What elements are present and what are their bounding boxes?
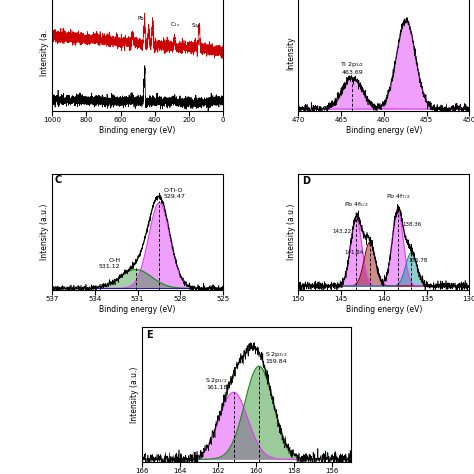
Y-axis label: Intensity (a.: Intensity (a. bbox=[40, 30, 49, 76]
X-axis label: Binding energy (eV): Binding energy (eV) bbox=[346, 126, 422, 135]
Text: D: D bbox=[302, 176, 310, 186]
Text: 143.22: 143.22 bbox=[332, 228, 351, 234]
Text: Pb 4f$_{5/2}$: Pb 4f$_{5/2}$ bbox=[344, 201, 368, 209]
Text: O-Ti-O
529.47: O-Ti-O 529.47 bbox=[163, 189, 185, 199]
Text: C$_{1s}$: C$_{1s}$ bbox=[170, 20, 180, 29]
Y-axis label: Intensity (a.u.): Intensity (a.u.) bbox=[286, 204, 295, 260]
X-axis label: Binding energy (eV): Binding energy (eV) bbox=[100, 305, 176, 314]
Text: S 2p$_{3/2}$
159.84: S 2p$_{3/2}$ 159.84 bbox=[265, 350, 288, 365]
Text: Ti 2p$_{1/2}$
463.69: Ti 2p$_{1/2}$ 463.69 bbox=[340, 61, 364, 75]
Y-axis label: Intensity: Intensity bbox=[286, 36, 295, 70]
X-axis label: Binding energy (eV): Binding energy (eV) bbox=[346, 305, 422, 314]
Text: S$_{2p}$: S$_{2p}$ bbox=[191, 22, 201, 32]
Text: E: E bbox=[146, 330, 153, 340]
Text: Pb 4f$_{7/2}$: Pb 4f$_{7/2}$ bbox=[386, 192, 410, 201]
Y-axis label: Intensity (a.u.): Intensity (a.u.) bbox=[130, 366, 139, 423]
X-axis label: Binding energy (eV): Binding energy (eV) bbox=[100, 126, 176, 135]
Text: O-H
531.12: O-H 531.12 bbox=[99, 258, 120, 269]
Text: 138.36: 138.36 bbox=[402, 222, 422, 227]
Text: S 2p$_{1/2}$
161.18: S 2p$_{1/2}$ 161.18 bbox=[205, 376, 228, 391]
Text: 136.78: 136.78 bbox=[409, 258, 428, 263]
Text: C: C bbox=[55, 175, 62, 185]
Text: 141.64: 141.64 bbox=[344, 250, 363, 255]
Text: Pb: Pb bbox=[137, 17, 145, 21]
Y-axis label: Intensity (a.u.): Intensity (a.u.) bbox=[40, 204, 49, 260]
